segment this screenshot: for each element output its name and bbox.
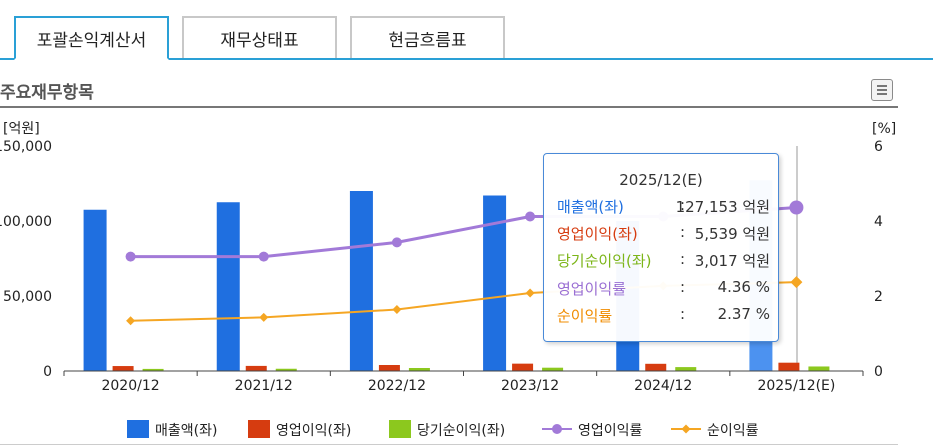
net-margin-point[interactable] <box>259 312 269 322</box>
legend-swatch <box>248 420 270 438</box>
tooltip-colon: : <box>680 278 686 296</box>
tab-income-statement[interactable]: 포괄손익계산서 <box>14 16 169 60</box>
legend-label: 매출액(좌) <box>155 423 217 439</box>
x-tick-label: 2025/12(E) <box>757 378 835 394</box>
net-margin-point[interactable] <box>392 305 402 314</box>
tooltip-label: 당기순이익(좌) <box>557 252 652 270</box>
legend-net-income[interactable]: 당기순이익(좌) <box>389 420 505 439</box>
operating-margin-point[interactable] <box>258 251 269 262</box>
legend-operating-income[interactable]: 영업이익(좌) <box>248 420 351 439</box>
net-margin-point[interactable] <box>126 316 136 326</box>
net-margin-point[interactable] <box>525 288 535 298</box>
operating-margin-point[interactable] <box>391 237 402 248</box>
tooltip-colon: : <box>680 196 686 214</box>
legend-label: 영업이익(좌) <box>276 423 351 439</box>
tooltip-row-operating-income: 영업이익(좌) : 5,539 억원 <box>557 223 770 245</box>
tooltip-value: 5,539 억원 <box>694 225 770 243</box>
net-margin-point[interactable] <box>790 276 803 289</box>
operating-income-bar[interactable] <box>512 363 534 371</box>
tooltip-label: 영업이익(좌) <box>557 225 638 243</box>
x-tick-label: 2021/12 <box>235 378 293 394</box>
legend-marker <box>552 424 562 434</box>
y-right-axis-label: [%] <box>872 121 896 137</box>
y-right-tick-label: 2 <box>874 289 883 305</box>
legend-swatch <box>127 420 149 438</box>
operating-income-bar[interactable] <box>112 366 134 371</box>
net-income-bar[interactable] <box>675 367 697 371</box>
operating-income-bar[interactable] <box>778 362 800 371</box>
legend-net-margin[interactable]: 순이익률 <box>671 423 759 439</box>
revenue-bar[interactable] <box>349 191 373 371</box>
tooltip-label: 매출액(좌) <box>557 198 624 216</box>
legend-revenue[interactable]: 매출액(좌) <box>127 420 217 439</box>
legend-label: 순이익률 <box>707 423 759 439</box>
tab-balance-sheet[interactable]: 재무상태표 <box>182 16 337 58</box>
y-left-axis-label: [억원] <box>3 121 40 137</box>
operating-margin-point[interactable] <box>525 211 536 222</box>
revenue-bar[interactable] <box>483 195 507 372</box>
tooltip-value: 3,017 억원 <box>694 252 770 270</box>
tab-underline <box>0 58 933 60</box>
tooltip-row-revenue: 매출액(좌) : 127,153 억원 <box>557 196 770 218</box>
tab-bar: 포괄손익계산서 재무상태표 현금흐름표 <box>0 0 933 60</box>
legend-operating-margin[interactable]: 영업이익률 <box>542 423 643 439</box>
legend-marker <box>681 424 691 434</box>
tooltip-value: 2.37 % <box>717 305 770 323</box>
net-income-bar[interactable] <box>542 367 564 371</box>
x-tick-label: 2022/12 <box>368 378 426 394</box>
tooltip-colon: : <box>680 250 686 268</box>
revenue-bar[interactable] <box>216 202 240 371</box>
net-income-bar[interactable] <box>408 368 430 371</box>
tooltip-value: 4.36 % <box>717 278 770 296</box>
x-tick-label: 2020/12 <box>101 378 159 394</box>
y-right-tick-label: 6 <box>874 139 883 155</box>
financial-chart: [억원] [%] 150,000 100,000 50,000 0 6 4 2 0 2020… <box>0 121 896 439</box>
tab-cash-flow[interactable]: 현금흐름표 <box>350 16 505 58</box>
y-left-tick-label: 100,000 <box>0 214 52 230</box>
operating-income-bar[interactable] <box>378 365 400 371</box>
x-tick-label: 2024/12 <box>634 378 692 394</box>
section-divider <box>0 106 898 108</box>
tooltip-colon: : <box>680 305 686 323</box>
operating-income-bar[interactable] <box>245 365 267 371</box>
y-right-tick-label: 0 <box>874 364 883 380</box>
y-left-tick-label: 0 <box>43 364 52 380</box>
tooltip-colon: : <box>680 223 686 241</box>
y-right-tick-label: 4 <box>874 214 883 230</box>
tooltip-row-net-income: 당기순이익(좌) : 3,017 억원 <box>557 250 770 272</box>
tooltip-label: 영업이익률 <box>557 280 627 298</box>
chart-tooltip: 2025/12(E) 매출액(좌) : 127,153 억원 영업이익(좌) :… <box>543 153 779 342</box>
net-income-bar[interactable] <box>142 368 164 371</box>
tooltip-row-net-margin: 순이익률 : 2.37 % <box>557 305 770 327</box>
section-title: 주요재무항목 <box>0 83 94 103</box>
legend-label: 영업이익률 <box>578 423 643 439</box>
tooltip-label: 순이익률 <box>557 307 613 325</box>
tooltip-title: 2025/12(E) <box>619 171 703 189</box>
operating-income-bar[interactable] <box>645 363 667 371</box>
revenue-bar[interactable] <box>83 209 107 371</box>
y-left-tick-label: 50,000 <box>3 289 52 305</box>
operating-margin-point[interactable] <box>125 251 136 262</box>
legend-swatch <box>389 420 411 438</box>
x-tick-label: 2023/12 <box>501 378 559 394</box>
tooltip-row-operating-margin: 영업이익률 : 4.36 % <box>557 278 770 300</box>
tooltip-value: 127,153 억원 <box>675 198 770 216</box>
legend-label: 당기순이익(좌) <box>417 423 505 439</box>
list-icon[interactable] <box>871 79 893 101</box>
net-income-bar[interactable] <box>808 366 830 371</box>
bottom-divider <box>0 444 898 445</box>
operating-margin-point[interactable] <box>789 200 804 215</box>
y-left-tick-label: 150,000 <box>0 139 52 155</box>
net-income-bar[interactable] <box>275 368 297 371</box>
